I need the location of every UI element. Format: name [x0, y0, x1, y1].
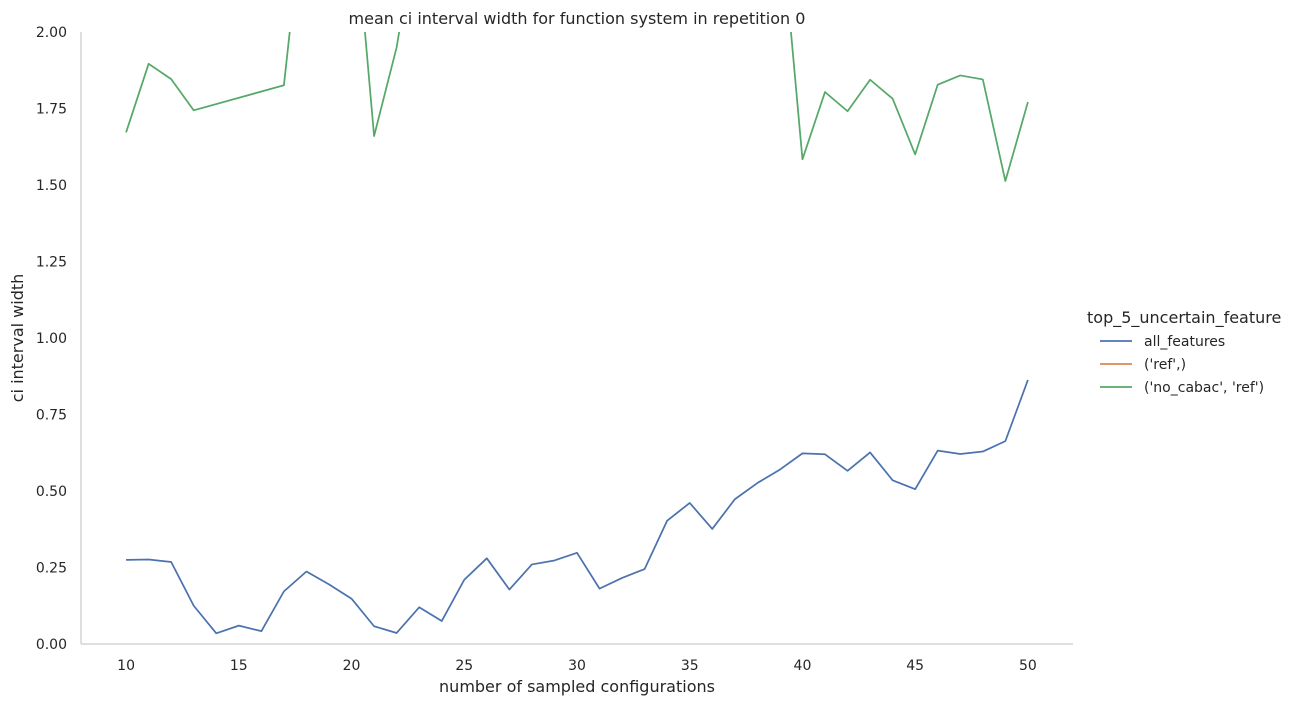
- x-tick-label: 45: [906, 658, 924, 674]
- x-axis-label: number of sampled configurations: [439, 677, 715, 696]
- y-tick-label: 0.25: [36, 561, 67, 577]
- legend-entry-label: ('ref',): [1144, 357, 1186, 373]
- legend-entry-label: all_features: [1144, 334, 1225, 350]
- series-line-all-features: [126, 379, 1029, 635]
- axes: 10 15 20 25 30 35 40 45 50 0.00 0.25 0.50 0.75 1.00 1.…: [36, 25, 1073, 674]
- legend: top_5_uncertain_feature all_features ('re…: [1087, 308, 1281, 396]
- y-tick-label: 1.50: [36, 178, 67, 194]
- y-tick-label: 0.50: [36, 484, 67, 500]
- y-tick-label: 0.00: [36, 637, 67, 653]
- y-axis-label: ci interval width: [8, 274, 27, 403]
- legend-entry-label: ('no_cabac', 'ref'): [1144, 380, 1264, 396]
- y-tick-label: 2.00: [36, 25, 67, 41]
- y-tick-label: 0.75: [36, 408, 67, 424]
- x-tick-label: 10: [117, 658, 135, 674]
- y-tick-label: 1.25: [36, 255, 67, 271]
- x-tick-label: 35: [681, 658, 699, 674]
- series-layer: [125, 32, 1029, 635]
- y-tick-label: 1.75: [36, 102, 67, 118]
- x-tick-label: 50: [1019, 658, 1037, 674]
- x-tick-label: 30: [568, 658, 586, 674]
- legend-title: top_5_uncertain_feature: [1087, 308, 1281, 328]
- chart-title: mean ci interval width for function syst…: [349, 9, 806, 28]
- series-line-no-cabac-ref: [125, 32, 1029, 182]
- x-tick-label: 25: [455, 658, 473, 674]
- x-tick-label: 15: [230, 658, 248, 674]
- x-tick-label: 40: [794, 658, 812, 674]
- x-tick-label: 20: [343, 658, 361, 674]
- y-tick-label: 1.00: [36, 331, 67, 347]
